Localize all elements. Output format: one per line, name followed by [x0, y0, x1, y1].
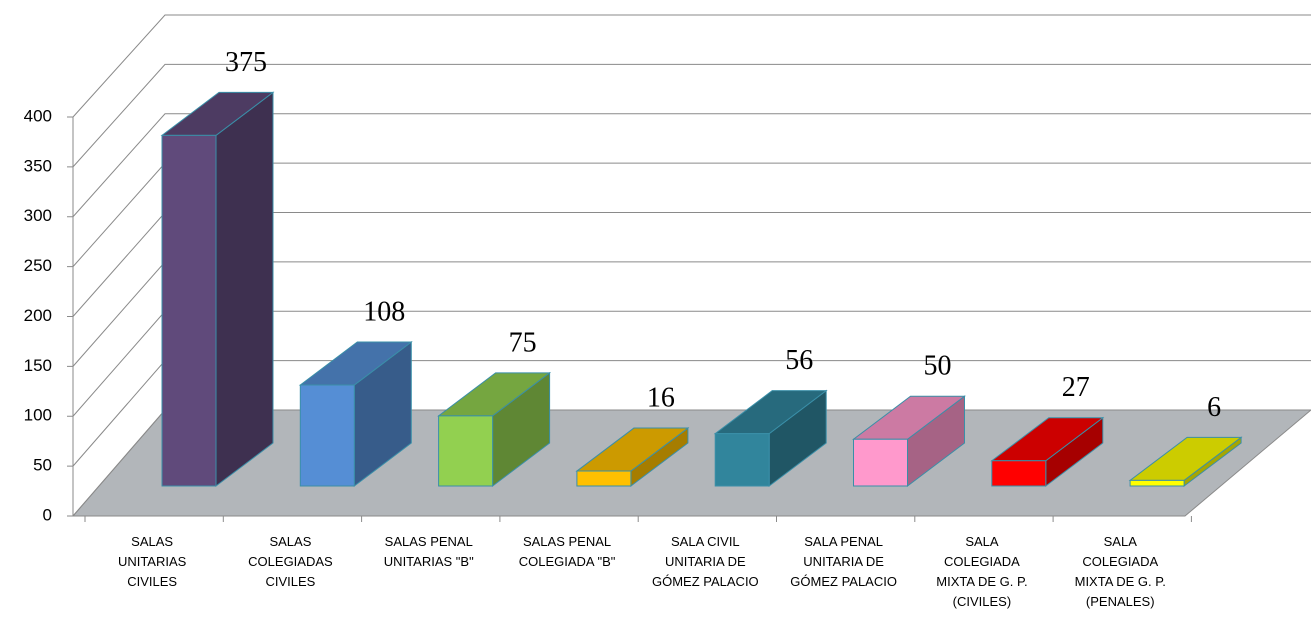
value-label: 27	[1062, 372, 1090, 403]
value-label: 375	[225, 47, 267, 78]
y-tick-label: 350	[24, 156, 52, 175]
bar-front	[714, 433, 770, 487]
bar	[160, 91, 275, 488]
value-label: 50	[924, 351, 952, 382]
y-tick-label: 300	[24, 206, 52, 225]
bar-front	[161, 134, 217, 487]
x-tick-label: SALA COLEGIADA MIXTA DE G. P. (CIVILES)	[936, 534, 1028, 609]
bar	[713, 389, 828, 488]
bar-front	[576, 470, 632, 487]
bar	[852, 395, 966, 488]
bar	[1128, 436, 1243, 488]
y-tick-label: 50	[33, 456, 52, 475]
value-label: 108	[363, 296, 405, 327]
x-tick-label: SALAS UNITARIAS CIVILES	[117, 534, 187, 589]
x-tick-label: SALA COLEGIADA MIXTA DE G. P.(PENALES)	[1074, 534, 1166, 609]
value-label: 75	[509, 327, 537, 358]
value-label: 6	[1207, 392, 1221, 423]
x-tick-label: SALA CIVIL UNITARIA DE GÓMEZ PALACIO	[652, 534, 759, 589]
grid-line	[72, 63, 1311, 168]
y-tick-label: 250	[24, 256, 52, 275]
y-tick-label: 0	[43, 505, 52, 524]
grid-line	[72, 14, 1311, 118]
bar	[437, 371, 552, 488]
x-tick-label: SALAS PENAL COLEGIADA "B"	[518, 534, 616, 569]
bar-front	[991, 460, 1047, 487]
bar-front	[1129, 479, 1185, 487]
bar-front	[299, 384, 355, 487]
x-tick-label: SALA PENAL UNITARIA DE GÓMEZ PALACIO	[790, 534, 897, 589]
y-tick-label: 150	[24, 356, 52, 375]
bar-side	[215, 91, 274, 488]
grid-line	[72, 113, 1311, 218]
bar-front	[438, 415, 494, 487]
y-tick-label: 400	[24, 106, 52, 125]
bar	[575, 427, 690, 488]
x-tick-label: SALAS COLEGIADAS CIVILES	[248, 534, 333, 589]
value-label: 56	[785, 345, 813, 376]
y-tick-label: 100	[24, 406, 52, 425]
value-label: 16	[647, 382, 675, 413]
bar	[298, 341, 413, 488]
x-tick-label: SALAS PENAL UNITARIAS "B"	[383, 534, 474, 569]
y-tick-label: 200	[24, 306, 52, 325]
bar-front	[853, 438, 908, 487]
bar	[990, 416, 1105, 488]
